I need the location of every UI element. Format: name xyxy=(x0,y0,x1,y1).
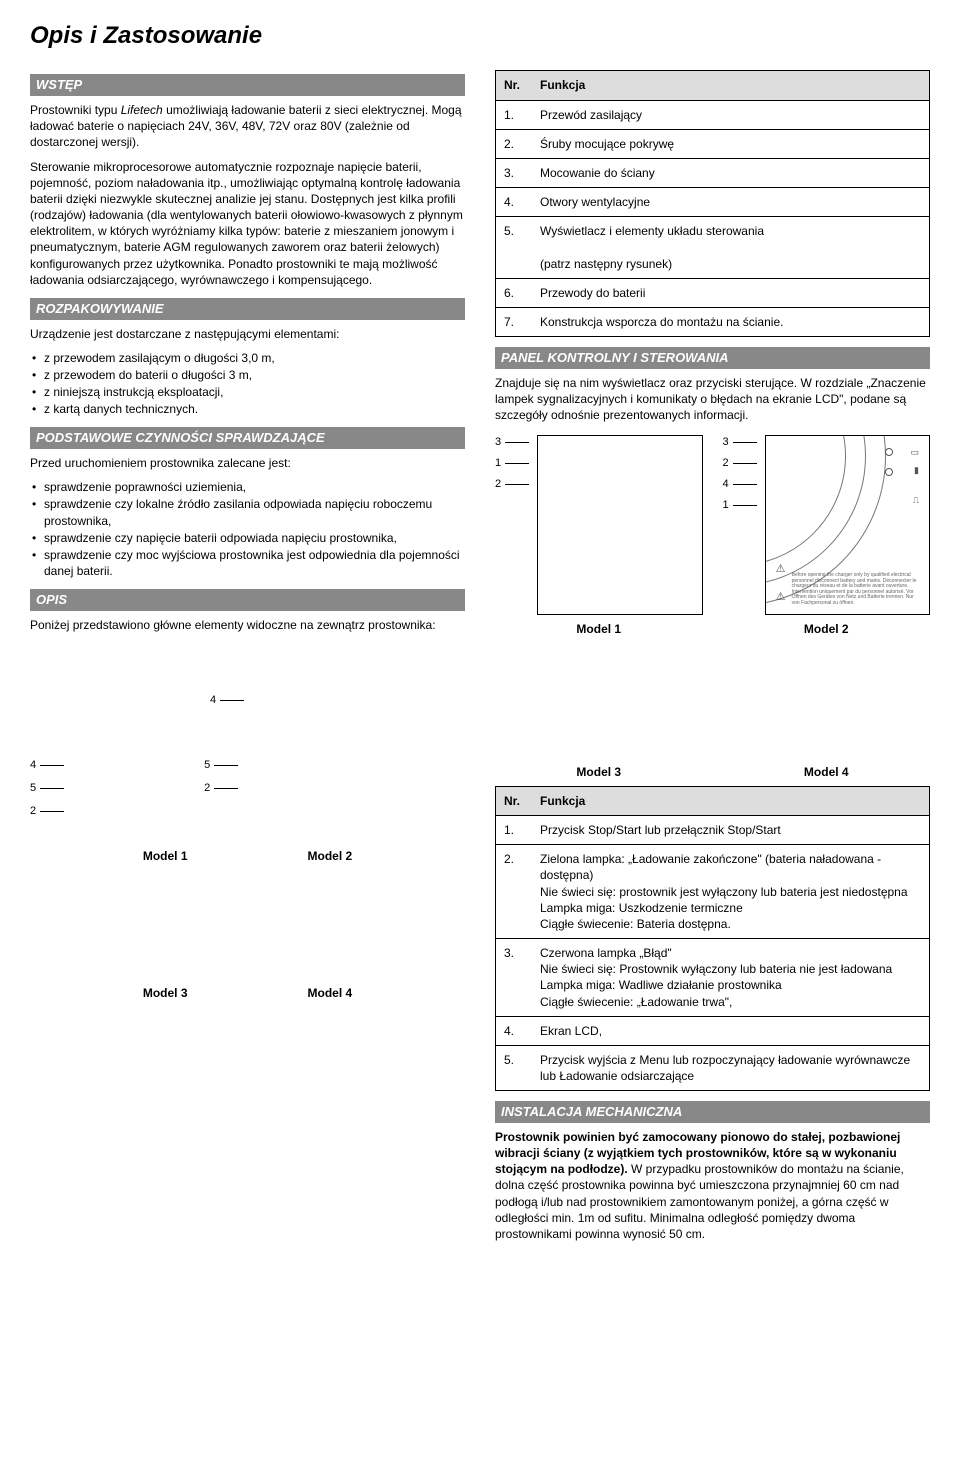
callout-num: 5 xyxy=(30,781,64,796)
table-cell: Przewód zasilający xyxy=(538,101,929,129)
table-cell: Zielona lampka: „Ładowanie zakończone" (… xyxy=(538,845,929,938)
right-column: Nr. Funkcja 1.Przewód zasilający 2.Śruby… xyxy=(495,64,930,1250)
rozpak-list: z przewodem zasilającym o długości 3,0 m… xyxy=(30,350,465,418)
pulse-icon: ⎍ xyxy=(913,494,919,506)
section-opis: OPIS xyxy=(30,589,465,611)
callout-num: 2 xyxy=(495,477,529,492)
callout-num: 1 xyxy=(723,498,757,513)
callout-num: 3 xyxy=(723,435,757,450)
list-item: z kartą danych technicznych. xyxy=(30,401,465,417)
callout-num: 2 xyxy=(30,804,64,819)
opis-para: Poniżej przedstawiono główne elementy wi… xyxy=(30,617,465,633)
table-cell: Czerwona lampka „Błąd" Nie świeci się: P… xyxy=(538,939,929,1016)
led-icon xyxy=(885,468,893,476)
callout-num: 1 xyxy=(495,456,529,471)
table-cell: Ekran LCD, xyxy=(538,1017,929,1045)
list-item: sprawdzenie poprawności uziemienia, xyxy=(30,479,465,495)
table-header-txt: Funkcja xyxy=(538,71,929,99)
section-podst: PODSTAWOWE CZYNNOŚCI SPRAWDZAJĄCE xyxy=(30,427,465,449)
list-item: z przewodem zasilającym o długości 3,0 m… xyxy=(30,350,465,366)
model-label: Model 2 xyxy=(308,848,353,864)
callout-num: 4 xyxy=(210,693,244,708)
wstep-para-1: Prostowniki typu Lifetech umożliwiają ła… xyxy=(30,102,465,151)
podst-list: sprawdzenie poprawności uziemienia, spra… xyxy=(30,479,465,579)
table-header-num: Nr. xyxy=(496,787,538,815)
section-install: INSTALACJA MECHANICZNA xyxy=(495,1101,930,1123)
table-header-num: Nr. xyxy=(496,71,538,99)
table-cell: Przycisk wyjścia z Menu lub rozpoczynają… xyxy=(538,1046,929,1090)
panel-para: Znajduje się na nim wyświetlacz oraz prz… xyxy=(495,375,930,424)
wstep-para-2: Sterowanie mikroprocesorowe automatyczni… xyxy=(30,159,465,289)
table-cell: Przycisk Stop/Start lub przełącznik Stop… xyxy=(538,816,929,844)
callout-num: 3 xyxy=(495,435,529,450)
table-cell: Wyświetlacz i elementy układu sterowania… xyxy=(538,217,929,278)
callout-num: 2 xyxy=(723,456,757,471)
model-label: Model 4 xyxy=(723,764,931,780)
list-item: sprawdzenie czy napięcie baterii odpowia… xyxy=(30,530,465,546)
table-header-txt: Funkcja xyxy=(538,787,929,815)
table-cell: Mocowanie do ściany xyxy=(538,159,929,187)
rozpak-intro: Urządzenie jest dostarczane z następując… xyxy=(30,326,465,342)
list-item: sprawdzenie czy moc wyjściowa prostownik… xyxy=(30,547,465,579)
section-panel: PANEL KONTROLNY I STEROWANIA xyxy=(495,347,930,369)
section-rozpak: ROZPAKOWYWANIE xyxy=(30,298,465,320)
battery-icon: ▭ xyxy=(910,446,919,458)
table-cell: Konstrukcja wsporcza do montażu na ścian… xyxy=(538,308,929,336)
list-item: z przewodem do baterii o długości 3 m, xyxy=(30,367,465,383)
model-label: Model 3 xyxy=(143,985,188,1001)
callout-num: 5 xyxy=(204,758,238,773)
podst-intro: Przed uruchomieniem prostownika zalecane… xyxy=(30,455,465,471)
install-para: Prostownik powinien być zamocowany piono… xyxy=(495,1129,930,1242)
callout-num: 4 xyxy=(723,477,757,492)
led-icon xyxy=(885,448,893,456)
list-item: z niniejszą instrukcją eksploatacji, xyxy=(30,384,465,400)
warning-text: Before opening the charger only by quali… xyxy=(792,573,923,606)
model-label: Model 2 xyxy=(723,621,931,637)
callout-num: 4 xyxy=(30,758,64,773)
warning-icon: ⚠ xyxy=(776,590,786,605)
battery-icon: ▮ xyxy=(914,464,919,476)
warning-icon: ⚠ xyxy=(776,562,786,577)
lower-diagram-area: 4 4 5 2 5 2 xyxy=(30,693,465,1001)
table-cell: Przewody do baterii xyxy=(538,279,929,307)
callout-num: 2 xyxy=(204,781,238,796)
left-column: WSTĘP Prostowniki typu Lifetech umożliwi… xyxy=(30,64,465,1250)
table-cell: Otwory wentylacyjne xyxy=(538,188,929,216)
table-funkcja-2: Nr. Funkcja 1.Przycisk Stop/Start lub pr… xyxy=(495,786,930,1092)
page-title: Opis i Zastosowanie xyxy=(30,20,930,52)
model-label: Model 1 xyxy=(495,621,703,637)
list-item: sprawdzenie czy lokalne źródło zasilania… xyxy=(30,496,465,528)
table-cell: Śruby mocujące pokrywę xyxy=(538,130,929,158)
table-funkcja-1: Nr. Funkcja 1.Przewód zasilający 2.Śruby… xyxy=(495,70,930,337)
panel-diagram-box xyxy=(537,435,702,615)
model-label: Model 4 xyxy=(308,985,353,1001)
panel-diagram-box: ▭ ▮ ⎍ ⚠ ⚠ Before opening the charger onl… xyxy=(765,435,930,615)
section-wstep: WSTĘP xyxy=(30,74,465,96)
diagram-row-1: 3 1 2 3 2 4 1 ▭ xyxy=(495,435,930,615)
model-label: Model 1 xyxy=(143,848,188,864)
model-label: Model 3 xyxy=(495,764,703,780)
